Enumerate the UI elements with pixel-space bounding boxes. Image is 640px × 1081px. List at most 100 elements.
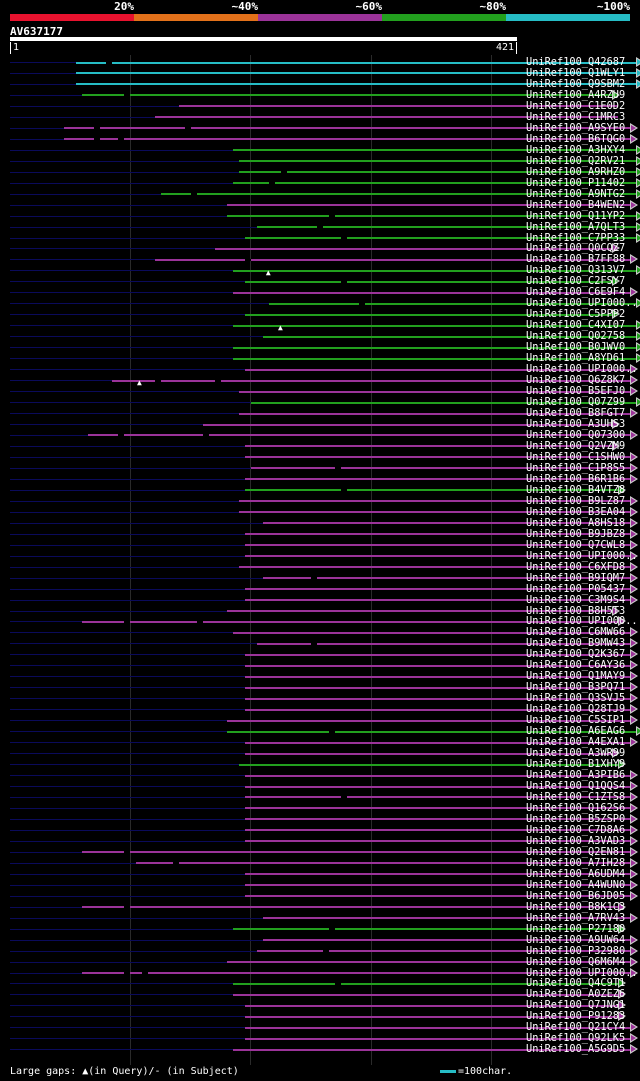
hit-alignment-bar[interactable] xyxy=(232,993,619,996)
hit-label-link[interactable]: UniRef100_A6UDM4 xyxy=(526,867,626,880)
hit-alignment-bar[interactable] xyxy=(262,917,631,920)
hit-label-link[interactable]: UniRef100_Q2K367 xyxy=(526,648,626,661)
hit-alignment-bar[interactable] xyxy=(244,708,631,711)
hit-alignment-bar[interactable] xyxy=(244,807,631,810)
hit-label-link[interactable]: UniRef100_Q9SBM2 xyxy=(526,77,626,90)
hit-label-link[interactable]: UniRef100_UPI000.. xyxy=(526,297,638,310)
hit-label-link[interactable]: UniRef100_B9IQM7 xyxy=(526,571,626,584)
hit-alignment-bar[interactable] xyxy=(244,368,631,371)
hit-alignment-bar[interactable] xyxy=(232,928,619,931)
hit-alignment-bar[interactable] xyxy=(112,379,631,382)
hit-alignment-bar[interactable] xyxy=(226,215,637,218)
hit-alignment-bar[interactable] xyxy=(88,434,631,437)
hit-label-link[interactable]: UniRef100_A3HXY4 xyxy=(526,143,626,156)
hit-alignment-bar[interactable] xyxy=(232,982,619,985)
hit-label-link[interactable]: UniRef100_C2FSY7 xyxy=(526,275,626,288)
hit-alignment-bar[interactable] xyxy=(244,697,631,700)
hit-label-link[interactable]: UniRef100_Q1QQS4 xyxy=(526,780,626,793)
hit-alignment-bar[interactable] xyxy=(262,577,631,580)
hit-alignment-bar[interactable] xyxy=(244,840,631,843)
hit-alignment-bar[interactable] xyxy=(214,247,613,250)
hit-label-link[interactable]: UniRef100_C1E0D2 xyxy=(526,99,626,112)
hit-label-link[interactable]: UniRef100_Q07300 xyxy=(526,428,626,441)
hit-label-link[interactable]: UniRef100_B9MW43 xyxy=(526,637,626,650)
hit-alignment-bar[interactable] xyxy=(160,193,637,196)
hit-alignment-bar[interactable] xyxy=(244,280,613,283)
hit-label-link[interactable]: UniRef100_A9NTG2 xyxy=(526,187,626,200)
hit-alignment-bar[interactable] xyxy=(244,664,631,667)
hit-alignment-bar[interactable] xyxy=(226,610,613,612)
hit-alignment-bar[interactable] xyxy=(238,171,637,174)
hit-alignment-bar[interactable] xyxy=(244,884,631,887)
hit-label-link[interactable]: UniRef100_Q162S6 xyxy=(526,801,626,814)
hit-alignment-bar[interactable] xyxy=(154,116,619,119)
hit-label-link[interactable]: UniRef100_Q4C9T1 xyxy=(526,977,626,990)
hit-alignment-bar[interactable] xyxy=(226,730,637,733)
hit-label-link[interactable]: UniRef100_A5G9D5 xyxy=(526,1043,626,1056)
hit-label-link[interactable]: UniRef100_A7IH28 xyxy=(526,856,626,869)
hit-alignment-bar[interactable] xyxy=(238,566,631,569)
hit-label-link[interactable]: UniRef100_A6EAG6 xyxy=(526,725,626,738)
hit-label-link[interactable]: UniRef100_C7PP33 xyxy=(526,231,626,244)
hit-alignment-bar[interactable] xyxy=(178,105,619,108)
hit-alignment-bar[interactable] xyxy=(232,357,637,360)
hit-alignment-bar[interactable] xyxy=(238,511,631,514)
hit-label-link[interactable]: UniRef100_P05437 xyxy=(526,582,626,595)
hit-alignment-bar[interactable] xyxy=(268,302,637,305)
hit-label-link[interactable]: UniRef100_C1SHW0 xyxy=(526,450,626,463)
hit-label-link[interactable]: UniRef100_B0JWV0 xyxy=(526,341,626,354)
hit-label-link[interactable]: UniRef100_C1P8S5 xyxy=(526,461,626,474)
hit-alignment-bar[interactable] xyxy=(244,544,631,547)
hit-label-link[interactable]: UniRef100_UPI000.. xyxy=(526,966,638,979)
hit-alignment-bar[interactable] xyxy=(238,500,631,503)
hit-alignment-bar[interactable] xyxy=(226,961,631,964)
hit-label-link[interactable]: UniRef100_Q02758 xyxy=(526,330,626,343)
hit-alignment-bar[interactable] xyxy=(76,72,637,75)
hit-label-link[interactable]: UniRef100_C6MW66 xyxy=(526,626,626,639)
hit-label-link[interactable]: UniRef100_Q7CWL8 xyxy=(526,538,626,551)
hit-alignment-bar[interactable] xyxy=(64,127,631,130)
hit-alignment-bar[interactable] xyxy=(82,972,631,974)
hit-alignment-bar[interactable] xyxy=(244,774,631,777)
hit-label-link[interactable]: UniRef100_P27180 xyxy=(526,922,626,935)
hit-alignment-bar[interactable] xyxy=(202,423,613,426)
hit-alignment-bar[interactable] xyxy=(238,412,631,415)
hit-label-link[interactable]: UniRef100_A8HS18 xyxy=(526,516,626,529)
hit-label-link[interactable]: UniRef100_B8K1C3 xyxy=(526,900,626,913)
hit-alignment-bar[interactable] xyxy=(250,467,631,470)
hit-alignment-bar[interactable] xyxy=(256,642,631,645)
hit-alignment-bar[interactable] xyxy=(244,653,631,656)
hit-label-link[interactable]: UniRef100_A9SYE0 xyxy=(526,121,626,134)
hit-label-link[interactable]: UniRef100_Q92LK5 xyxy=(526,1032,626,1045)
hit-label-link[interactable]: UniRef100_Q313V7 xyxy=(526,264,626,277)
hit-alignment-bar[interactable] xyxy=(244,686,631,689)
hit-alignment-bar[interactable] xyxy=(232,1048,631,1051)
hit-alignment-bar[interactable] xyxy=(244,818,631,821)
hit-label-link[interactable]: UniRef100_Q3SVJ5 xyxy=(526,692,626,705)
hit-label-link[interactable]: UniRef100_B1XHY9 xyxy=(526,758,626,771)
hit-alignment-bar[interactable] xyxy=(244,741,631,744)
hit-alignment-bar[interactable] xyxy=(244,456,631,459)
hit-alignment-bar[interactable] xyxy=(244,533,631,536)
hit-alignment-bar[interactable] xyxy=(82,851,631,854)
hit-label-link[interactable]: UniRef100_B4VTZ8 xyxy=(526,483,626,496)
hit-alignment-bar[interactable] xyxy=(244,1026,631,1029)
hit-label-link[interactable]: UniRef100_P91283 xyxy=(526,1010,626,1023)
hit-label-link[interactable]: UniRef100_A3WR99 xyxy=(526,747,626,760)
hit-alignment-bar[interactable] xyxy=(76,61,637,64)
hit-alignment-bar[interactable] xyxy=(232,346,637,349)
hit-alignment-bar[interactable] xyxy=(244,599,631,602)
hit-alignment-bar[interactable] xyxy=(250,401,637,404)
hit-alignment-bar[interactable] xyxy=(244,829,631,832)
hit-alignment-bar[interactable] xyxy=(262,335,637,338)
hit-label-link[interactable]: UniRef100_Q1MAY9 xyxy=(526,670,626,683)
hit-alignment-bar[interactable] xyxy=(244,555,631,558)
hit-alignment-bar[interactable] xyxy=(232,269,637,272)
hit-label-link[interactable]: UniRef100_C1MRC3 xyxy=(526,110,626,123)
hit-label-link[interactable]: UniRef100_B3PQ71 xyxy=(526,681,626,694)
hit-label-link[interactable]: UniRef100_Q28TJ9 xyxy=(526,703,626,716)
hit-label-link[interactable]: UniRef100_C6E9F4 xyxy=(526,286,626,299)
hit-label-link[interactable]: UniRef100_C7D8A6 xyxy=(526,823,626,836)
hit-label-link[interactable]: UniRef100_B9LZ87 xyxy=(526,494,626,507)
hit-alignment-bar[interactable] xyxy=(82,620,619,623)
